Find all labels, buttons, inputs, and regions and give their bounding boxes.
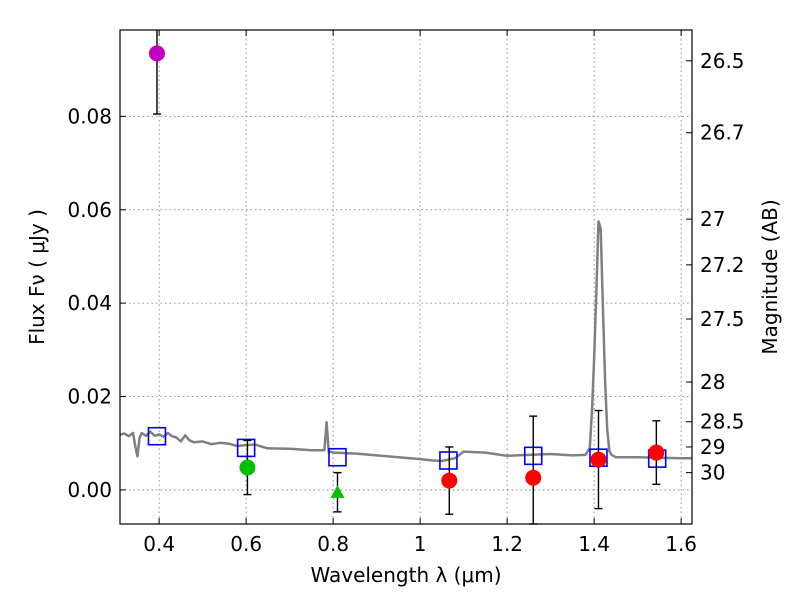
x-tick-label: 0.4 bbox=[143, 532, 175, 556]
observed-flux-point bbox=[590, 451, 607, 468]
right-axis-label: Magnitude (AB) bbox=[758, 199, 782, 354]
x-tick-label: 1.4 bbox=[578, 532, 610, 556]
observed-flux-point bbox=[525, 469, 542, 486]
y-tick-label: 0.08 bbox=[67, 104, 112, 128]
upper-limit-triangle bbox=[330, 485, 345, 498]
grid-lines bbox=[120, 30, 692, 524]
axis-ticks: 0.4 0.6 0.8 1 1.2 1.4 1.6 0.00 0.02 0.04 0.06 0.08 2… bbox=[67, 30, 745, 556]
y-tick-label: 0.02 bbox=[67, 385, 112, 409]
plot-frame bbox=[119, 29, 693, 525]
y-tick-label: 0.04 bbox=[67, 291, 112, 315]
x-tick-label: 1 bbox=[414, 532, 427, 556]
right-tick-label: 30 bbox=[700, 461, 725, 485]
right-tick-label: 26.5 bbox=[700, 49, 745, 73]
model-flux-square bbox=[328, 447, 347, 467]
observed-flux-point bbox=[441, 472, 458, 489]
right-tick-label: 26.7 bbox=[700, 121, 745, 145]
right-tick-label: 28.5 bbox=[700, 410, 745, 434]
observed-flux-point bbox=[148, 45, 165, 62]
observed-flux-point bbox=[648, 444, 665, 461]
x-axis-label: Wavelength λ (μm) bbox=[310, 563, 501, 587]
observed-flux-point bbox=[239, 459, 256, 476]
y-tick-label: 0.00 bbox=[67, 478, 112, 502]
model-flux-square bbox=[236, 438, 256, 458]
right-tick-label: 28 bbox=[700, 370, 725, 394]
x-tick-label: 0.8 bbox=[317, 532, 349, 556]
x-tick-label: 1.2 bbox=[491, 532, 523, 556]
model-flux-square bbox=[439, 451, 458, 470]
model-flux-square bbox=[147, 426, 167, 446]
right-tick-label: 27.2 bbox=[700, 253, 745, 277]
right-tick-label: 27.5 bbox=[700, 307, 745, 331]
right-tick-label: 27 bbox=[700, 207, 725, 231]
x-tick-label: 0.6 bbox=[230, 532, 262, 556]
y-tick-label: 0.06 bbox=[67, 198, 112, 222]
y-axis-label: Flux Fν ( μJy ) bbox=[25, 209, 49, 345]
plot-series bbox=[119, 30, 692, 525]
right-tick-label: 29 bbox=[700, 435, 725, 459]
x-tick-label: 1.6 bbox=[665, 532, 697, 556]
